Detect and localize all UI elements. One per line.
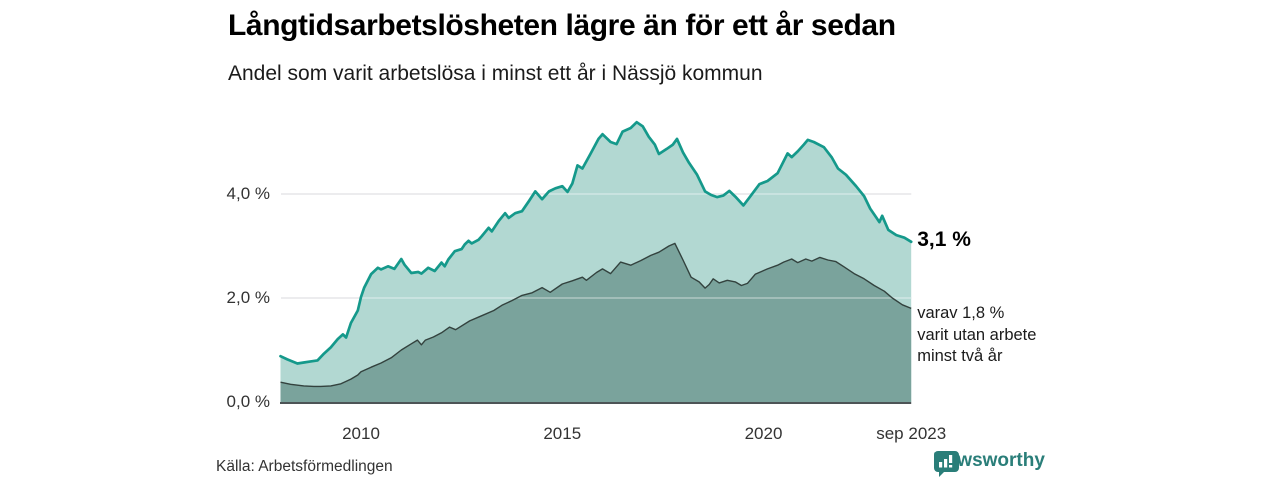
x-tick-label: 2015 xyxy=(543,424,582,443)
newsworthy-logo-icon xyxy=(934,451,959,477)
annotation-line: minst två år xyxy=(917,347,1003,366)
newsworthy-logo-text: Newsworthy xyxy=(933,450,1045,471)
y-tick-label: 0,0 % xyxy=(226,392,270,411)
chart-title: Långtidsarbetslösheten lägre än för ett … xyxy=(228,9,896,42)
area-two-year-unemployed xyxy=(280,243,912,402)
chart-subtitle: Andel som varit arbetslösa i minst ett å… xyxy=(228,62,763,85)
y-tick-label: 4,0 % xyxy=(226,184,270,203)
annotation-line: varit utan arbete xyxy=(917,325,1037,344)
x-tick-label: 2020 xyxy=(744,424,783,443)
x-tick-label: sep 2023 xyxy=(876,424,947,443)
annotation-line: varav 1,8 % xyxy=(917,304,1005,323)
line-total-unemployed xyxy=(279,120,913,365)
series-end-label-total: 3,1 % xyxy=(917,227,971,251)
series-end-label-two-year: varav 1,8 % varit utan arbete minst två år xyxy=(917,303,1036,368)
newsworthy-logo: Newsworthy xyxy=(933,450,1045,477)
line-two-year-unemployed xyxy=(280,242,912,388)
x-tick-label: 2010 xyxy=(342,424,380,443)
y-tick-label: 2,0 % xyxy=(226,288,270,307)
source-note: Källa: Arbetsförmedlingen xyxy=(216,458,393,475)
